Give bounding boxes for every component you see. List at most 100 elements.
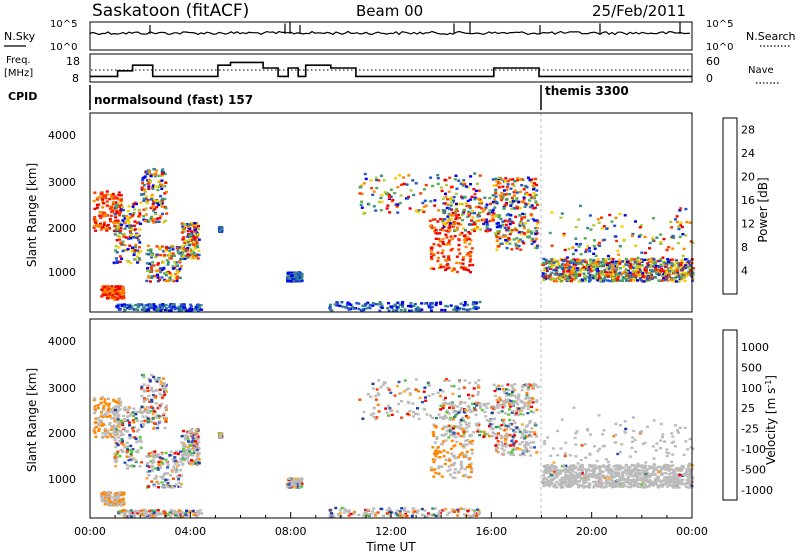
data-cell <box>160 202 164 205</box>
data-cell <box>119 204 123 207</box>
data-cell <box>101 498 105 502</box>
data-cell <box>399 183 403 186</box>
data-cell <box>673 276 677 280</box>
data-cell <box>346 301 350 304</box>
data-cell <box>458 402 462 406</box>
data-cell <box>145 464 149 468</box>
data-cell <box>460 203 464 206</box>
data-cell <box>478 402 482 405</box>
data-cell <box>689 265 693 268</box>
data-cell <box>453 456 457 459</box>
data-cell <box>654 268 658 271</box>
data-cell <box>163 480 167 483</box>
data-cell <box>448 457 451 460</box>
data-cell <box>147 253 151 256</box>
data-cell <box>510 439 514 443</box>
data-cell <box>182 429 186 433</box>
data-cell <box>191 454 195 457</box>
data-cell <box>103 427 107 431</box>
data-cell <box>672 279 676 282</box>
data-cell <box>183 445 187 449</box>
data-cell <box>396 203 400 206</box>
data-cell <box>499 403 502 407</box>
data-cell <box>113 296 116 299</box>
data-cell <box>610 269 614 272</box>
data-cell <box>622 265 626 268</box>
data-cell <box>445 378 448 381</box>
data-cell <box>501 399 505 403</box>
data-cell <box>463 468 467 471</box>
data-cell <box>288 273 292 276</box>
data-cell <box>164 386 167 390</box>
data-cell <box>181 247 185 250</box>
data-cell <box>102 211 106 214</box>
data-cell <box>454 229 458 232</box>
data-cell <box>107 497 111 500</box>
data-cell <box>144 410 148 413</box>
data-cell <box>413 412 417 416</box>
data-cell <box>148 400 152 403</box>
data-cell <box>111 197 115 200</box>
data-cell <box>374 303 378 306</box>
data-cell <box>153 455 157 458</box>
data-cell <box>345 303 349 306</box>
data-cell <box>442 225 446 228</box>
data-cell <box>470 223 474 226</box>
data-cell <box>523 192 527 196</box>
data-cell <box>566 261 570 264</box>
data-cell <box>510 248 514 251</box>
data-cell <box>550 258 554 261</box>
data-cell <box>643 267 647 270</box>
data-cell <box>448 468 452 471</box>
data-cell <box>464 415 468 418</box>
data-cell <box>149 266 153 269</box>
data-cell <box>495 225 499 229</box>
data-cell <box>461 427 465 430</box>
data-cell <box>156 262 160 265</box>
data-cell <box>580 279 584 283</box>
data-cell <box>173 306 177 309</box>
data-cell <box>170 453 174 457</box>
data-cell <box>521 212 525 216</box>
data-cell <box>611 273 615 277</box>
data-cell <box>500 423 504 427</box>
data-cell <box>136 255 139 258</box>
data-cell <box>442 222 445 225</box>
data-cell <box>112 399 116 403</box>
data-cell <box>165 259 169 262</box>
power-colorbar-frame <box>722 117 738 295</box>
data-cell <box>186 225 190 229</box>
data-cell <box>510 229 514 232</box>
data-cell <box>667 275 671 279</box>
data-cell <box>504 236 508 239</box>
data-cell <box>535 230 539 233</box>
data-cell <box>444 425 448 429</box>
data-cell <box>533 219 537 222</box>
data-cell <box>180 454 184 457</box>
data-cell <box>363 172 367 176</box>
data-cell <box>399 194 403 197</box>
data-cell <box>423 302 427 305</box>
data-cell <box>613 270 617 273</box>
data-cell <box>508 405 512 408</box>
data-cell <box>367 203 371 206</box>
data-cell <box>384 407 388 410</box>
data-cell <box>530 405 534 409</box>
data-cell <box>146 386 150 390</box>
data-cell <box>505 198 508 201</box>
data-cell <box>149 206 153 210</box>
data-cell <box>432 460 436 464</box>
data-cell <box>516 403 520 406</box>
data-cell <box>447 379 451 382</box>
data-cell <box>505 188 509 191</box>
data-cell <box>145 172 149 175</box>
data-cell <box>156 468 160 471</box>
data-cell <box>486 212 490 216</box>
data-cell <box>564 258 568 261</box>
data-cell <box>464 308 468 311</box>
data-cell <box>421 201 425 205</box>
data-cell <box>377 200 381 204</box>
data-cell <box>362 212 366 215</box>
data-cell <box>115 260 119 263</box>
data-cell <box>192 235 196 239</box>
